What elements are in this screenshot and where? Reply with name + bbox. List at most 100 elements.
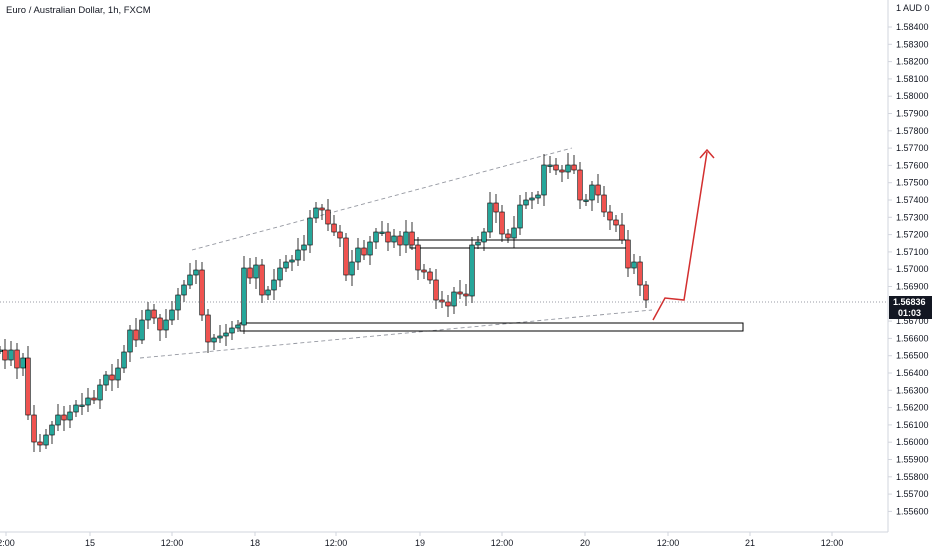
candle-body — [2, 349, 8, 361]
price-tick-label: 1.56100 — [896, 420, 929, 430]
candle-body — [295, 249, 301, 261]
candle-body — [289, 259, 295, 263]
candle-body — [151, 309, 157, 319]
candle-body — [175, 294, 181, 311]
candle-body — [487, 202, 493, 233]
candle-body — [367, 241, 373, 256]
candle-body — [577, 169, 583, 201]
candle-body — [445, 301, 451, 307]
time-tick-label: 20 — [580, 538, 590, 548]
candle-body — [457, 291, 463, 295]
candle-body — [205, 314, 211, 343]
price-tick-label: 1.56500 — [896, 351, 929, 361]
drawing-layer — [139, 147, 744, 359]
candle-body — [493, 202, 499, 213]
candle-body — [409, 231, 415, 246]
price-axis[interactable]: 1.58400 1.58300 1.58200 1.58100 1.58000 1.579… — [888, 22, 929, 516]
candle-body — [139, 319, 145, 341]
candle-body — [379, 231, 385, 234]
candle-body — [625, 239, 631, 269]
candle-body — [421, 269, 427, 273]
candle-body — [43, 434, 49, 446]
countdown-badge — [889, 308, 932, 319]
candle-body — [301, 244, 307, 251]
time-axis[interactable]: 2:00 15 12:00 18 12:00 19 12:00 20 12:00 21 12:00 — [0, 532, 843, 548]
price-tick-label: 1.57200 — [896, 230, 929, 240]
candle-body — [415, 244, 421, 271]
candle-body — [97, 384, 103, 401]
candle-body — [14, 349, 20, 369]
candle-body — [433, 279, 439, 301]
time-tick-label: 2:00 — [0, 538, 15, 548]
candle-body — [589, 184, 595, 201]
time-tick-label: 12:00 — [657, 538, 680, 548]
price-tick-label: 1.58400 — [896, 22, 929, 32]
candle-body — [121, 351, 127, 369]
candles-layer — [0, 153, 649, 452]
candle-body — [601, 194, 607, 213]
candle-body — [313, 207, 319, 219]
candle-body — [187, 274, 193, 286]
candle-body — [361, 247, 367, 256]
candle-body — [607, 211, 613, 221]
price-tick-label: 1.56700 — [896, 316, 929, 326]
candle-body — [469, 244, 475, 297]
candle-body — [319, 207, 325, 211]
candle-body — [541, 164, 547, 196]
time-tick-label: 12:00 — [491, 538, 514, 548]
time-tick-label: 12:00 — [325, 538, 348, 548]
price-tick-label: 1.58300 — [896, 39, 929, 49]
candle-body — [535, 194, 541, 199]
candle-body — [505, 233, 511, 239]
candle-body — [193, 269, 199, 276]
candle-body — [391, 235, 397, 243]
arrow-head — [699, 148, 715, 159]
price-tick-label: 1.57100 — [896, 247, 929, 257]
price-tick-label: 1.55900 — [896, 455, 929, 465]
price-tick-label: 1.57900 — [896, 109, 929, 119]
candle-body — [637, 261, 643, 286]
candle-body — [241, 267, 247, 326]
price-tick-label: 1.58200 — [896, 57, 929, 67]
candle-body — [79, 404, 85, 407]
candle-body — [37, 441, 43, 446]
price-tick-label: 1.56300 — [896, 385, 929, 395]
candle-body — [385, 231, 391, 243]
candle-body — [565, 164, 571, 173]
countdown-value: 01:03 — [898, 308, 921, 318]
candle-body — [0, 349, 3, 352]
channel-upper-trendline[interactable] — [191, 147, 573, 251]
candle-body — [169, 309, 175, 321]
candle-body — [49, 424, 55, 436]
price-tick-label: 1.55600 — [896, 506, 929, 516]
candle-body — [595, 184, 601, 196]
candle-body — [559, 169, 565, 173]
chart-title: Euro / Australian Dollar, 1h, FXCM — [6, 5, 151, 16]
candle-body — [529, 197, 535, 201]
candle-body — [355, 247, 361, 263]
candle-body — [115, 367, 121, 381]
candle-body — [403, 231, 409, 246]
time-tick-label: 15 — [85, 538, 95, 548]
candle-body — [25, 357, 31, 416]
time-tick-label: 19 — [415, 538, 425, 548]
channel-lower-trendline[interactable] — [139, 309, 653, 359]
candle-body — [55, 414, 61, 426]
projected-path-arrow[interactable] — [652, 151, 708, 321]
price-tick-label: 1.55800 — [896, 472, 929, 482]
candle-body — [67, 411, 73, 421]
candle-body — [133, 329, 139, 341]
time-tick-label: 12:00 — [161, 538, 184, 548]
candle-body — [73, 404, 79, 413]
candle-body — [523, 199, 529, 206]
candle-body — [91, 397, 97, 401]
candle-body — [307, 217, 313, 246]
candle-body — [229, 327, 235, 334]
candle-body — [499, 211, 505, 235]
candle-body — [337, 231, 343, 239]
candle-body — [451, 291, 457, 307]
candle-body — [265, 289, 271, 296]
